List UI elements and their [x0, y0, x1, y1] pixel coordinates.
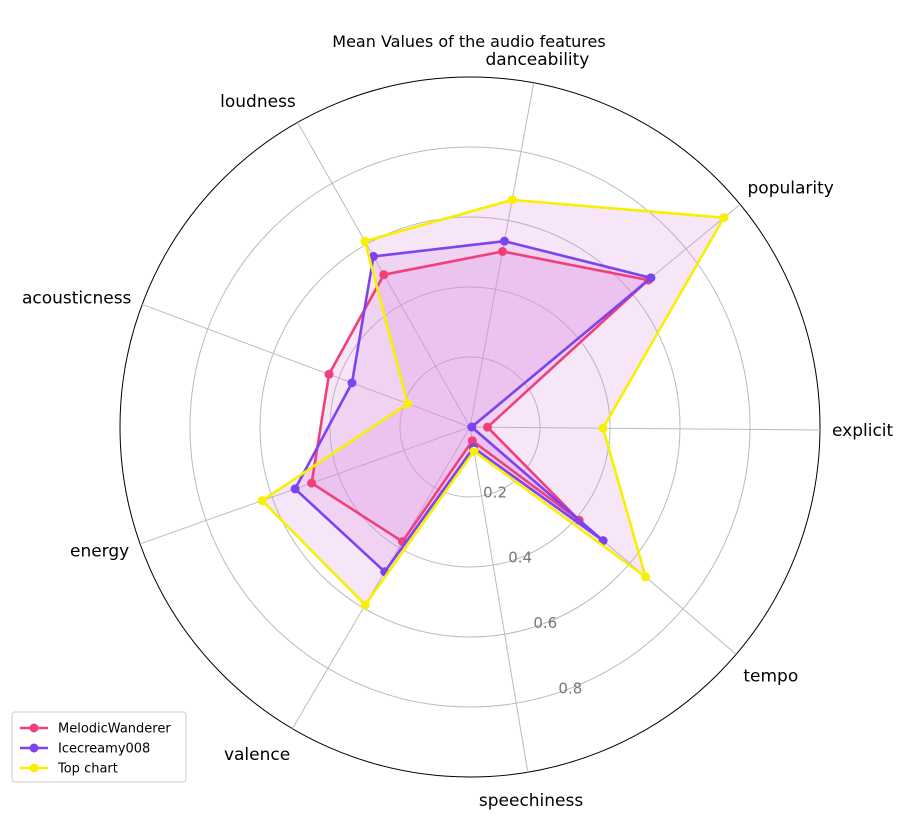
radial-tick-label: 0.6 — [533, 614, 557, 632]
spoke-line — [291, 426, 471, 729]
outer-frame — [119, 76, 821, 778]
radial-tick-label: 0.4 — [508, 549, 532, 567]
data-point — [641, 572, 651, 582]
legend: MelodicWanderer Icecreamy008 Top chart — [11, 711, 187, 783]
data-point — [482, 422, 492, 432]
data-point — [290, 484, 300, 494]
legend-box — [11, 711, 187, 783]
data-point — [347, 378, 357, 388]
series-lines — [257, 195, 729, 610]
grid-circle — [189, 146, 751, 708]
data-point — [307, 478, 317, 488]
axis-labels: explicit popularity danceability loudness ac… — [22, 50, 894, 811]
data-point — [324, 369, 334, 379]
axis-label: danceability — [485, 50, 589, 70]
data-point — [719, 213, 729, 223]
series-fills — [262, 199, 724, 605]
series-fill — [295, 241, 651, 572]
series-line — [310, 250, 650, 543]
radial-tick-label: 0.8 — [558, 679, 582, 697]
series-line — [260, 198, 726, 607]
grid-circle — [329, 286, 611, 568]
grid-circle — [259, 216, 681, 638]
axis-label: energy — [70, 542, 129, 562]
series-fill — [262, 199, 724, 605]
data-point — [379, 270, 389, 280]
data-point — [499, 236, 509, 246]
legend-marker — [29, 763, 39, 773]
data-point — [368, 251, 378, 261]
data-point — [646, 273, 656, 283]
data-point — [469, 446, 479, 456]
radial-tick-label: 0.2 — [483, 483, 507, 501]
data-point — [467, 422, 477, 432]
data-point — [403, 399, 413, 409]
data-point — [507, 195, 517, 205]
series-fill — [311, 251, 649, 542]
chart-title: Mean Values of the audio features — [332, 32, 605, 51]
legend-marker — [29, 723, 39, 733]
legend-label: Top chart — [57, 762, 118, 777]
data-point — [257, 496, 267, 506]
data-point — [467, 436, 477, 446]
data-point — [360, 236, 370, 246]
legend-marker — [29, 743, 39, 753]
legend-label: Icecreamy008 — [58, 742, 150, 757]
spoke-line — [469, 426, 820, 431]
axis-label: explicit — [832, 421, 894, 441]
legend-label: MelodicWanderer — [58, 722, 171, 737]
axis-label: acousticness — [22, 288, 132, 308]
series-line — [293, 239, 653, 574]
spoke-line — [141, 303, 471, 428]
spoke-line — [139, 426, 471, 545]
axis-label: tempo — [743, 666, 798, 686]
radial-tick-labels: 0.2 0.4 0.6 0.8 — [483, 483, 582, 697]
spoke-line — [469, 426, 529, 773]
data-point — [360, 600, 370, 610]
axis-label: popularity — [748, 179, 834, 199]
axis-label: loudness — [220, 92, 296, 112]
data-point — [498, 246, 508, 256]
axis-label: speechiness — [479, 791, 584, 811]
data-point — [598, 423, 608, 433]
grid-circle — [399, 356, 541, 498]
axis-label: valence — [224, 745, 290, 765]
